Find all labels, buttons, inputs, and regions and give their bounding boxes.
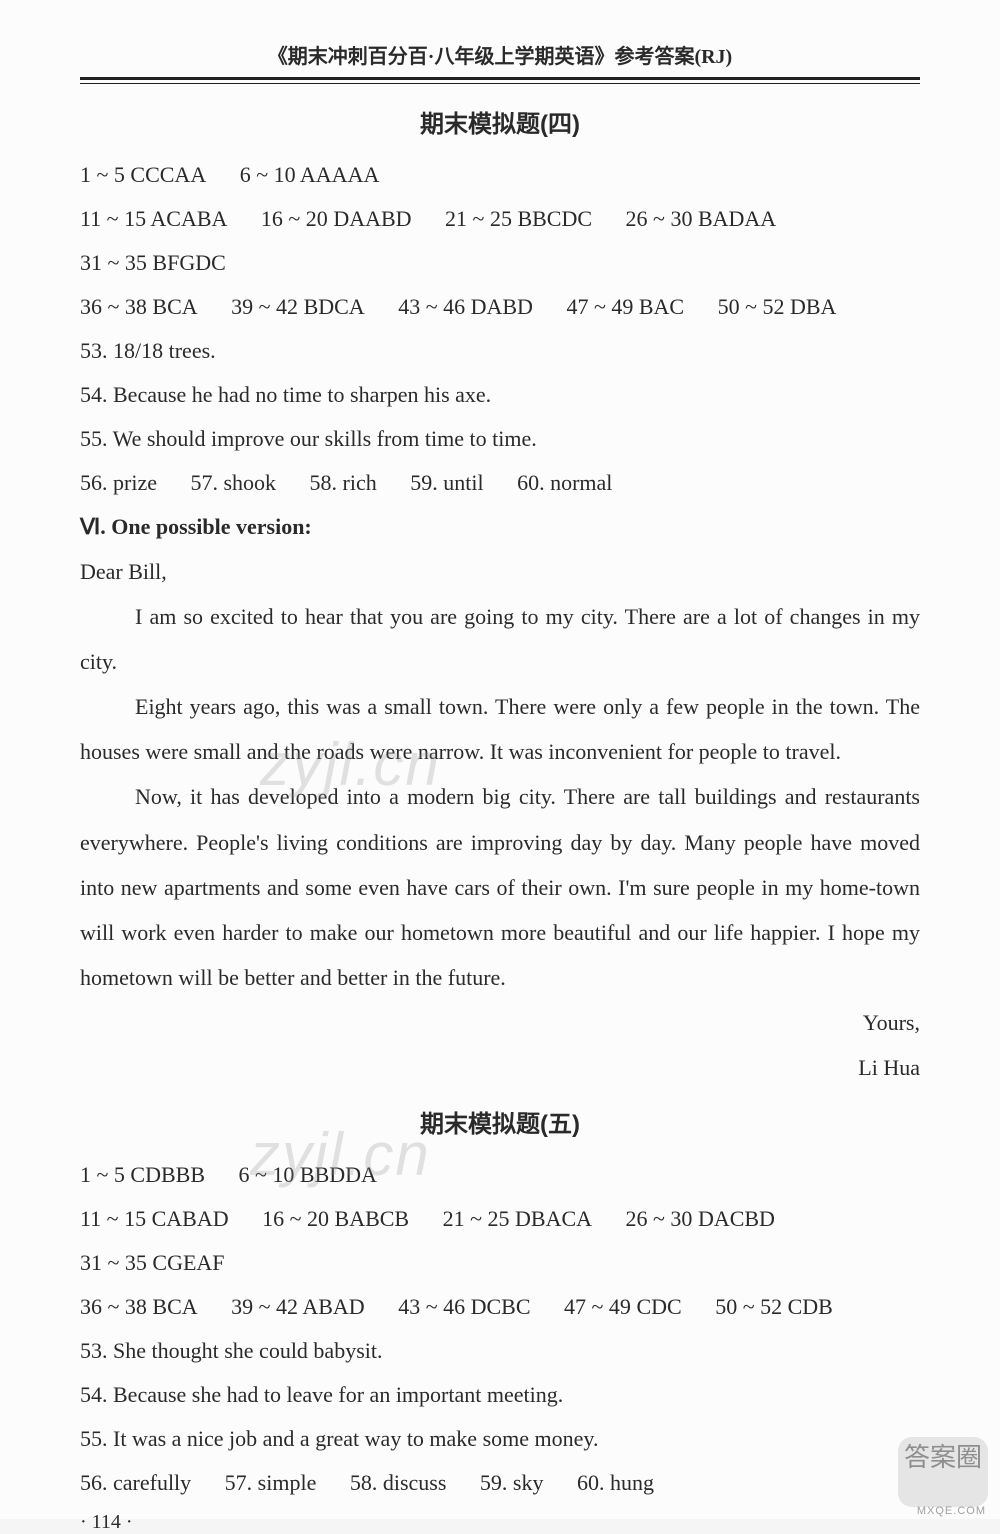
word-line: 56. carefully 57. simple 58. discuss 59.… — [80, 1461, 920, 1505]
essay-p1: I am so excited to hear that you are goi… — [80, 594, 920, 684]
page-header: 《期末冲刺百分百·八年级上学期英语》参考答案(RJ) — [80, 40, 920, 75]
corner-badge: 答案圈 — [898, 1437, 988, 1507]
essay-p2: Eight years ago, this was a small town. … — [80, 684, 920, 774]
header-rule — [80, 77, 920, 84]
greeting: Dear Bill, — [80, 549, 920, 594]
writing-label: Ⅵ. One possible version: — [80, 505, 920, 549]
answer-line: 31 ~ 35 CGEAF — [80, 1241, 920, 1285]
q53: 53. She thought she could babysit. — [80, 1329, 920, 1373]
q55: 55. It was a nice job and a great way to… — [80, 1417, 920, 1461]
q54: 54. Because he had no time to sharpen hi… — [80, 373, 920, 417]
answer-line: 11 ~ 15 ACABA 16 ~ 20 DAABD 21 ~ 25 BBCD… — [80, 197, 920, 241]
answer-line: 36 ~ 38 BCA 39 ~ 42 ABAD 43 ~ 46 DCBC 47… — [80, 1285, 920, 1329]
essay-p3: Now, it has developed into a modern big … — [80, 774, 920, 999]
closing: Yours, — [80, 1000, 920, 1045]
answer-line: 11 ~ 15 CABAD 16 ~ 20 BABCB 21 ~ 25 DBAC… — [80, 1197, 920, 1241]
q55: 55. We should improve our skills from ti… — [80, 417, 920, 461]
q53: 53. 18/18 trees. — [80, 329, 920, 373]
page: 《期末冲刺百分百·八年级上学期英语》参考答案(RJ) 期末模拟题(四) 1 ~ … — [0, 0, 1000, 1519]
page-number: · 114 · — [80, 1511, 920, 1534]
corner-badge-sub: MXQE.COM — [917, 1505, 986, 1517]
signature: Li Hua — [80, 1045, 920, 1090]
answer-line: 36 ~ 38 BCA 39 ~ 42 BDCA 43 ~ 46 DABD 47… — [80, 285, 920, 329]
answer-line: 1 ~ 5 CCCAA 6 ~ 10 AAAAA — [80, 153, 920, 197]
q54: 54. Because she had to leave for an impo… — [80, 1373, 920, 1417]
answer-line: 1 ~ 5 CDBBB 6 ~ 10 BBDDA — [80, 1153, 920, 1197]
answer-line: 31 ~ 35 BFGDC — [80, 241, 920, 285]
section-5-title: 期末模拟题(五) — [80, 1104, 920, 1139]
word-line: 56. prize 57. shook 58. rich 59. until 6… — [80, 461, 920, 505]
section-4-title: 期末模拟题(四) — [80, 104, 920, 139]
